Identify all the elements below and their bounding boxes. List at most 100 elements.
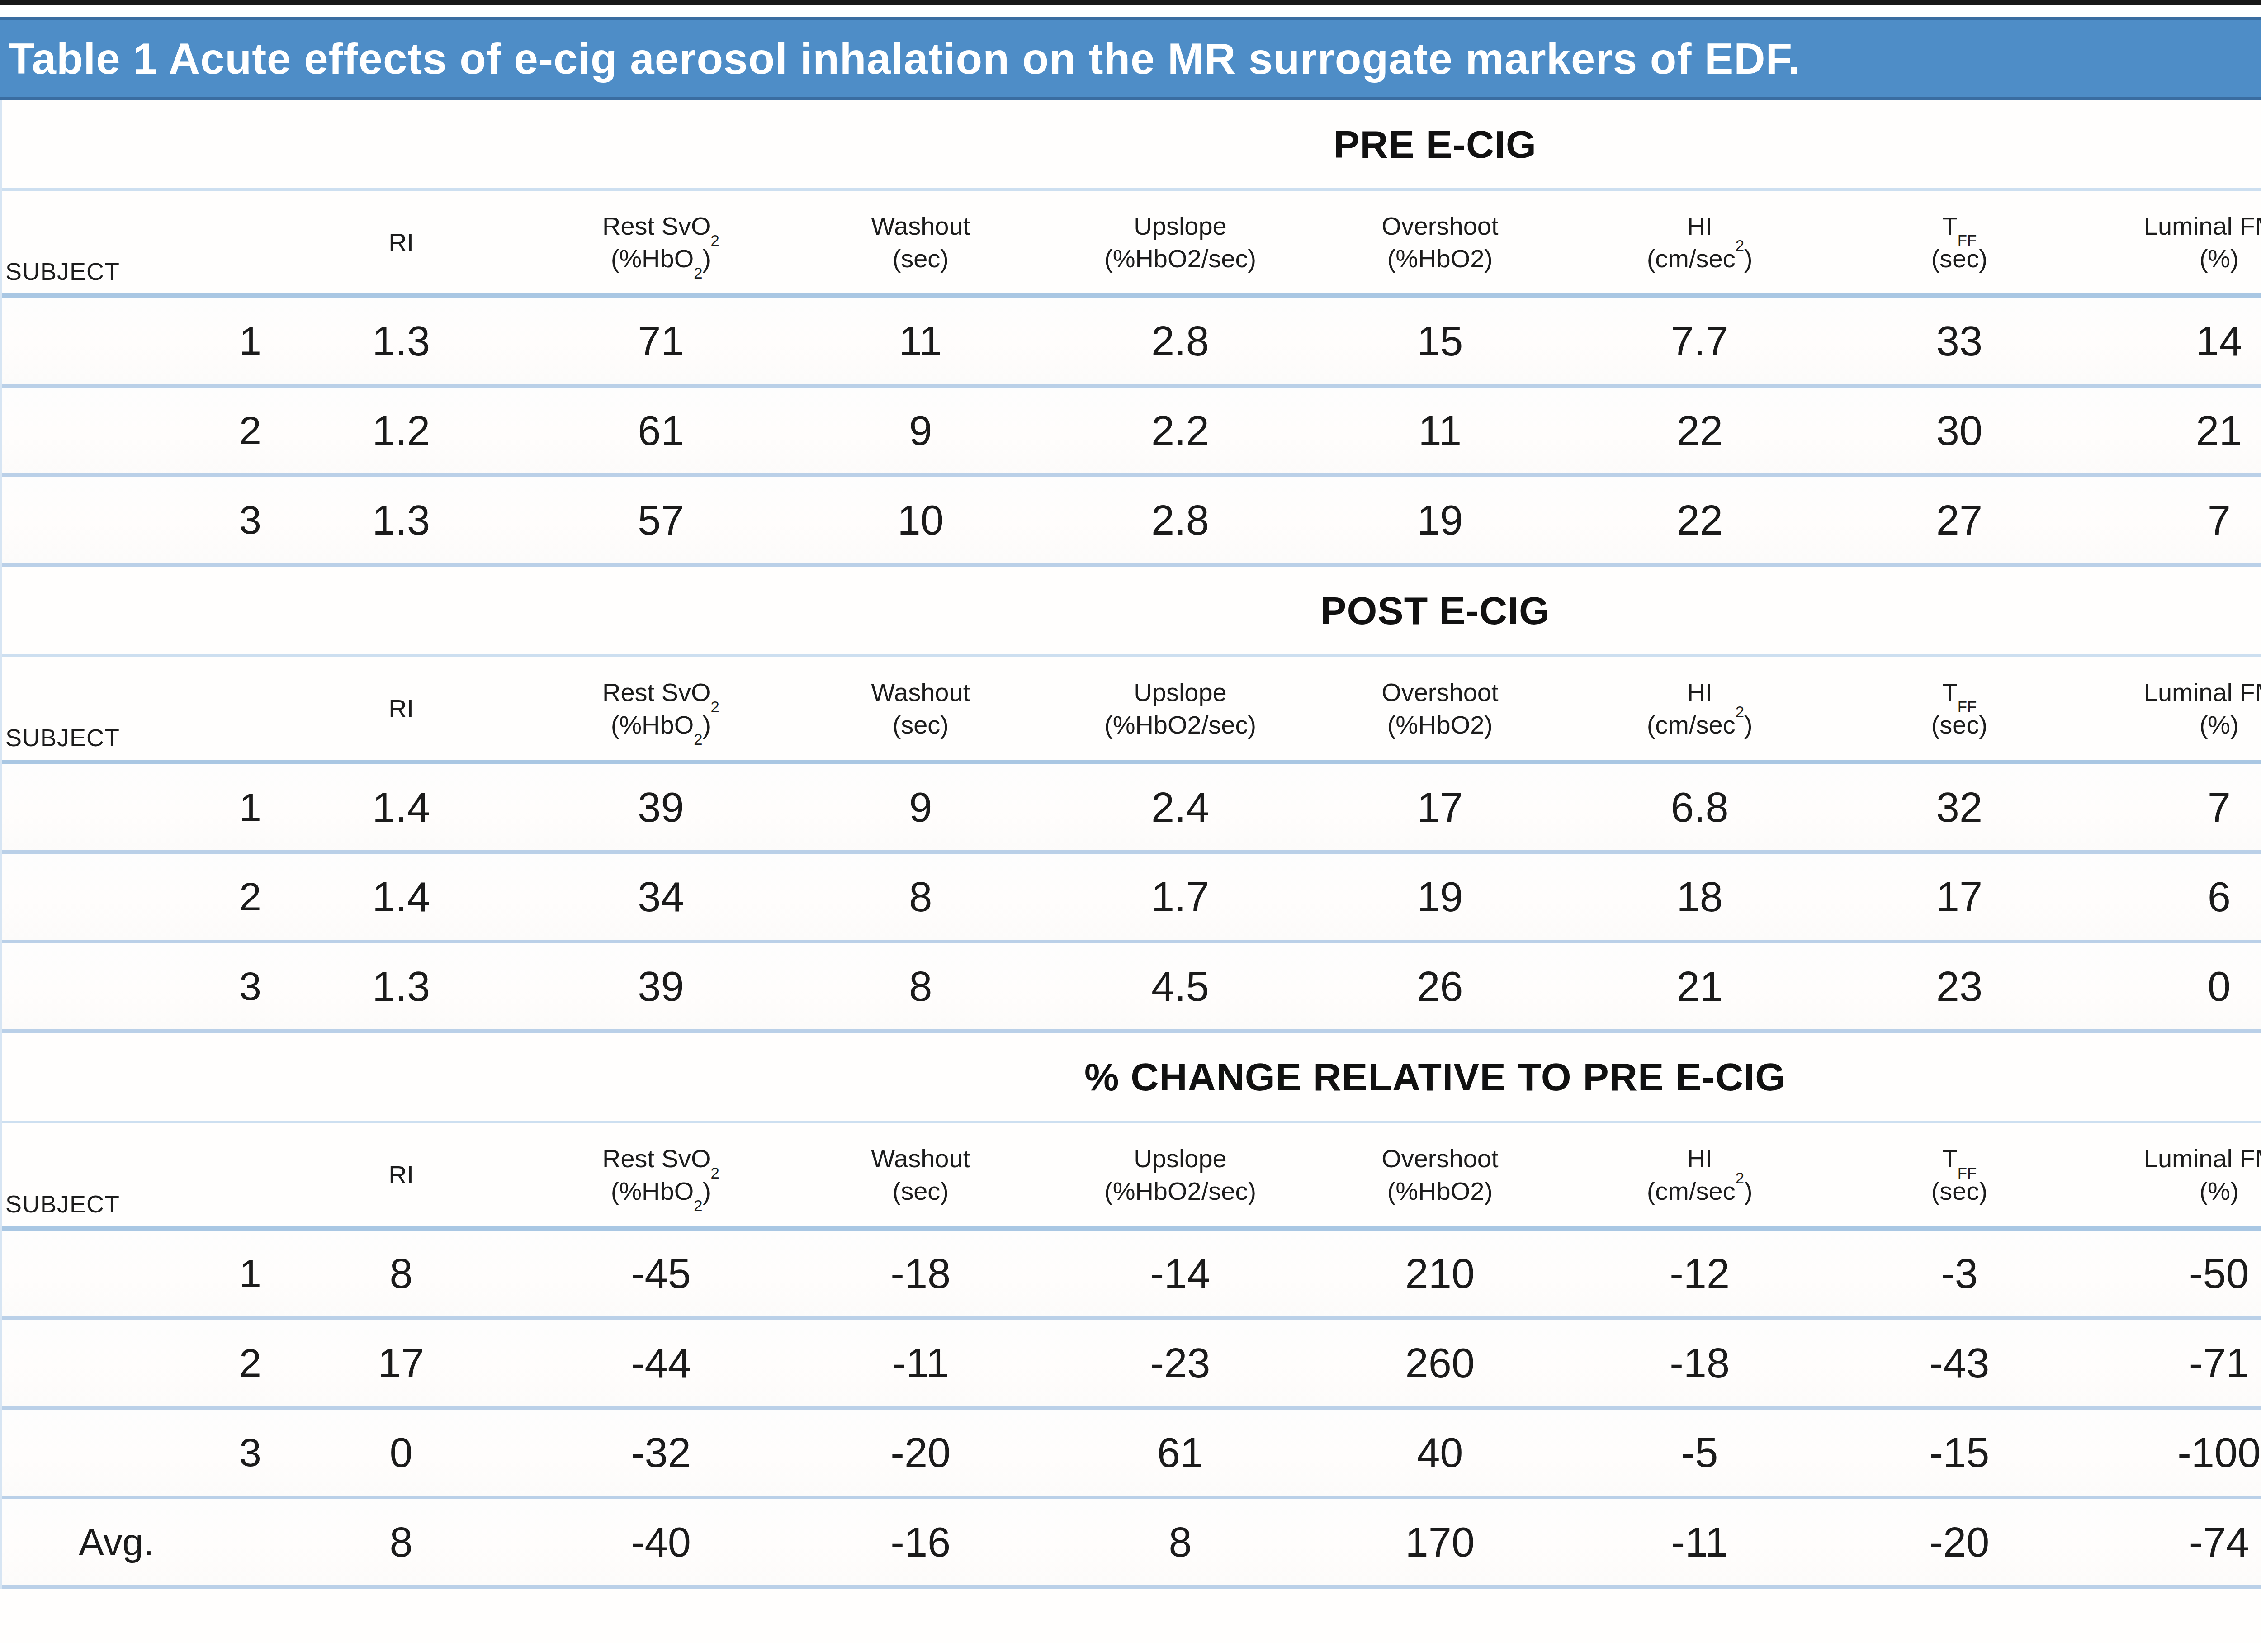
cell-rest-svo2: -45 <box>531 1250 790 1297</box>
header-cell-overshoot: Overshoot(%HbO2) <box>1310 210 1570 275</box>
cell-subject: Avg. <box>2 1520 271 1564</box>
cell-upslope: 61 <box>1050 1429 1310 1477</box>
cell-rest-svo2: -44 <box>531 1340 790 1387</box>
cell-washout: -20 <box>791 1429 1050 1477</box>
section-heading-row: % CHANGE RELATIVE TO PRE E-CIG <box>2 1033 2261 1123</box>
cell-ri: 1.4 <box>271 784 531 831</box>
header-cell-upslope: Upslope(%HbO2/sec) <box>1050 676 1310 741</box>
cell-luminal-fmd: 21 <box>2089 407 2261 454</box>
table-row: 21.26192.2112230217.50.08 <box>2 388 2261 477</box>
cell-ri: 8 <box>271 1519 531 1566</box>
top-whitespace <box>0 5 2261 17</box>
cell-washout: 8 <box>791 963 1050 1010</box>
table-row: 31.357102.8192227760.39 <box>2 477 2261 567</box>
section-heading-pre-ecig: PRE E-CIG <box>1334 122 1537 167</box>
header-cell-tff: TFF(sec) <box>1830 676 2089 741</box>
cell-washout: 9 <box>791 784 1050 831</box>
data-table: PRE E-CIG SUBJECTRIRest SvO2(%HbO2)Washo… <box>0 100 2261 1589</box>
cell-ri: 1.4 <box>271 873 531 921</box>
cell-ri: 1.2 <box>271 407 531 454</box>
cell-hi: 21 <box>1570 963 1829 1010</box>
cell-tff: -3 <box>1830 1250 2089 1297</box>
cell-subject: 3 <box>2 1430 271 1476</box>
section-heading-percent-change: % CHANGE RELATIVE TO PRE E-CIG <box>1084 1055 1786 1099</box>
header-cell-upslope: Upslope(%HbO2/sec) <box>1050 210 1310 275</box>
cell-rest-svo2: 34 <box>531 873 790 921</box>
cell-overshoot: 17 <box>1310 784 1570 831</box>
table-row: 21.43481.719181767.60.12 <box>2 854 2261 943</box>
cell-overshoot: 260 <box>1310 1340 1570 1387</box>
section-heading-row: PRE E-CIG <box>2 100 2261 191</box>
header-cell-ri: RI <box>271 1159 531 1191</box>
cell-washout: -18 <box>791 1250 1050 1297</box>
cell-tff: 27 <box>1830 497 2089 544</box>
table-title: Table 1 Acute effects of e-cig aerosol i… <box>8 34 1800 84</box>
cell-hi: 18 <box>1570 873 1829 921</box>
cell-rest-svo2: 39 <box>531 963 790 1010</box>
cell-luminal-fmd: 6 <box>2089 873 2261 921</box>
table-title-bar: Table 1 Acute effects of e-cig aerosol i… <box>0 17 2261 100</box>
header-cell-subject: SUBJECT <box>2 256 271 293</box>
cell-ri: 0 <box>271 1429 531 1477</box>
header-cell-hi: HI(cm/sec2) <box>1570 676 1829 741</box>
cell-washout: 9 <box>791 407 1050 454</box>
table-row: 217-44-11-23260-18-43-71150 <box>2 1320 2261 1410</box>
cell-luminal-fmd: 14 <box>2089 317 2261 365</box>
cell-subject: 3 <box>2 497 271 543</box>
cell-luminal-fmd: 7 <box>2089 784 2261 831</box>
cell-subject: 3 <box>2 963 271 1009</box>
cell-luminal-fmd: -71 <box>2089 1340 2261 1387</box>
section-percent-change: % CHANGE RELATIVE TO PRE E-CIG SUBJECTRI… <box>2 1033 2261 1589</box>
header-cell-subject: SUBJECT <box>2 1188 271 1226</box>
cell-overshoot: 26 <box>1310 963 1570 1010</box>
cell-luminal-fmd: -50 <box>2089 1250 2261 1297</box>
screen-top-edge <box>0 0 2261 5</box>
cell-subject: 1 <box>2 784 271 830</box>
cell-tff: 30 <box>1830 407 2089 454</box>
cell-tff: 33 <box>1830 317 2089 365</box>
section-rows: 11.371112.8157.733147.10.2321.26192.2112… <box>2 298 2261 567</box>
header-cell-overshoot: Overshoot(%HbO2) <box>1310 676 1570 741</box>
header-cell-rest-svo2: Rest SvO2(%HbO2) <box>531 210 790 275</box>
cell-washout: -16 <box>791 1519 1050 1566</box>
header-cell-ri: RI <box>271 692 531 725</box>
cell-subject: 2 <box>2 407 271 454</box>
cell-washout: 8 <box>791 873 1050 921</box>
cell-overshoot: 170 <box>1310 1519 1570 1566</box>
cell-rest-svo2: -40 <box>531 1519 790 1566</box>
cell-hi: 22 <box>1570 497 1829 544</box>
header-cell-rest-svo2: Rest SvO2(%HbO2) <box>531 1142 790 1207</box>
cell-tff: 32 <box>1830 784 2089 831</box>
cell-hi: 22 <box>1570 407 1829 454</box>
cell-rest-svo2: 71 <box>531 317 790 365</box>
bottom-whitespace <box>0 1589 2261 1643</box>
cell-subject: 1 <box>2 1250 271 1297</box>
header-cell-upslope: Upslope(%HbO2/sec) <box>1050 1142 1310 1207</box>
header-cell-washout: Washout(sec) <box>791 676 1050 741</box>
header-cell-tff: TFF(sec) <box>1830 1142 2089 1207</box>
cell-ri: 1.3 <box>271 497 531 544</box>
cell-upslope: 2.2 <box>1050 407 1310 454</box>
cell-washout: 11 <box>791 317 1050 365</box>
header-cell-hi: HI(cm/sec2) <box>1570 1142 1829 1207</box>
cell-upslope: 8 <box>1050 1519 1310 1566</box>
cell-overshoot: 19 <box>1310 497 1570 544</box>
cell-hi: -12 <box>1570 1250 1829 1297</box>
section-post-ecig: POST E-CIG SUBJECTRIRest SvO2(%HbO2)Wash… <box>2 567 2261 1033</box>
cell-overshoot: 40 <box>1310 1429 1570 1477</box>
section-pre-ecig: PRE E-CIG SUBJECTRIRest SvO2(%HbO2)Washo… <box>2 100 2261 567</box>
cell-ri: 17 <box>271 1340 531 1387</box>
header-cell-luminal-fmd: Luminal FMD(%) <box>2089 676 2261 741</box>
header-cell-rest-svo2: Rest SvO2(%HbO2) <box>531 676 790 741</box>
cell-rest-svo2: 57 <box>531 497 790 544</box>
header-cell-washout: Washout(sec) <box>791 1142 1050 1207</box>
cell-luminal-fmd: 7 <box>2089 497 2261 544</box>
header-cell-hi: HI(cm/sec2) <box>1570 210 1829 275</box>
cell-overshoot: 11 <box>1310 407 1570 454</box>
cell-overshoot: 19 <box>1310 873 1570 921</box>
cell-luminal-fmd: -100 <box>2089 1429 2261 1477</box>
cell-tff: -15 <box>1830 1429 2089 1477</box>
cell-rest-svo2: 39 <box>531 784 790 831</box>
cell-upslope: 1.7 <box>1050 873 1310 921</box>
table-row: 11.43992.4176.83277.40.26 <box>2 764 2261 854</box>
